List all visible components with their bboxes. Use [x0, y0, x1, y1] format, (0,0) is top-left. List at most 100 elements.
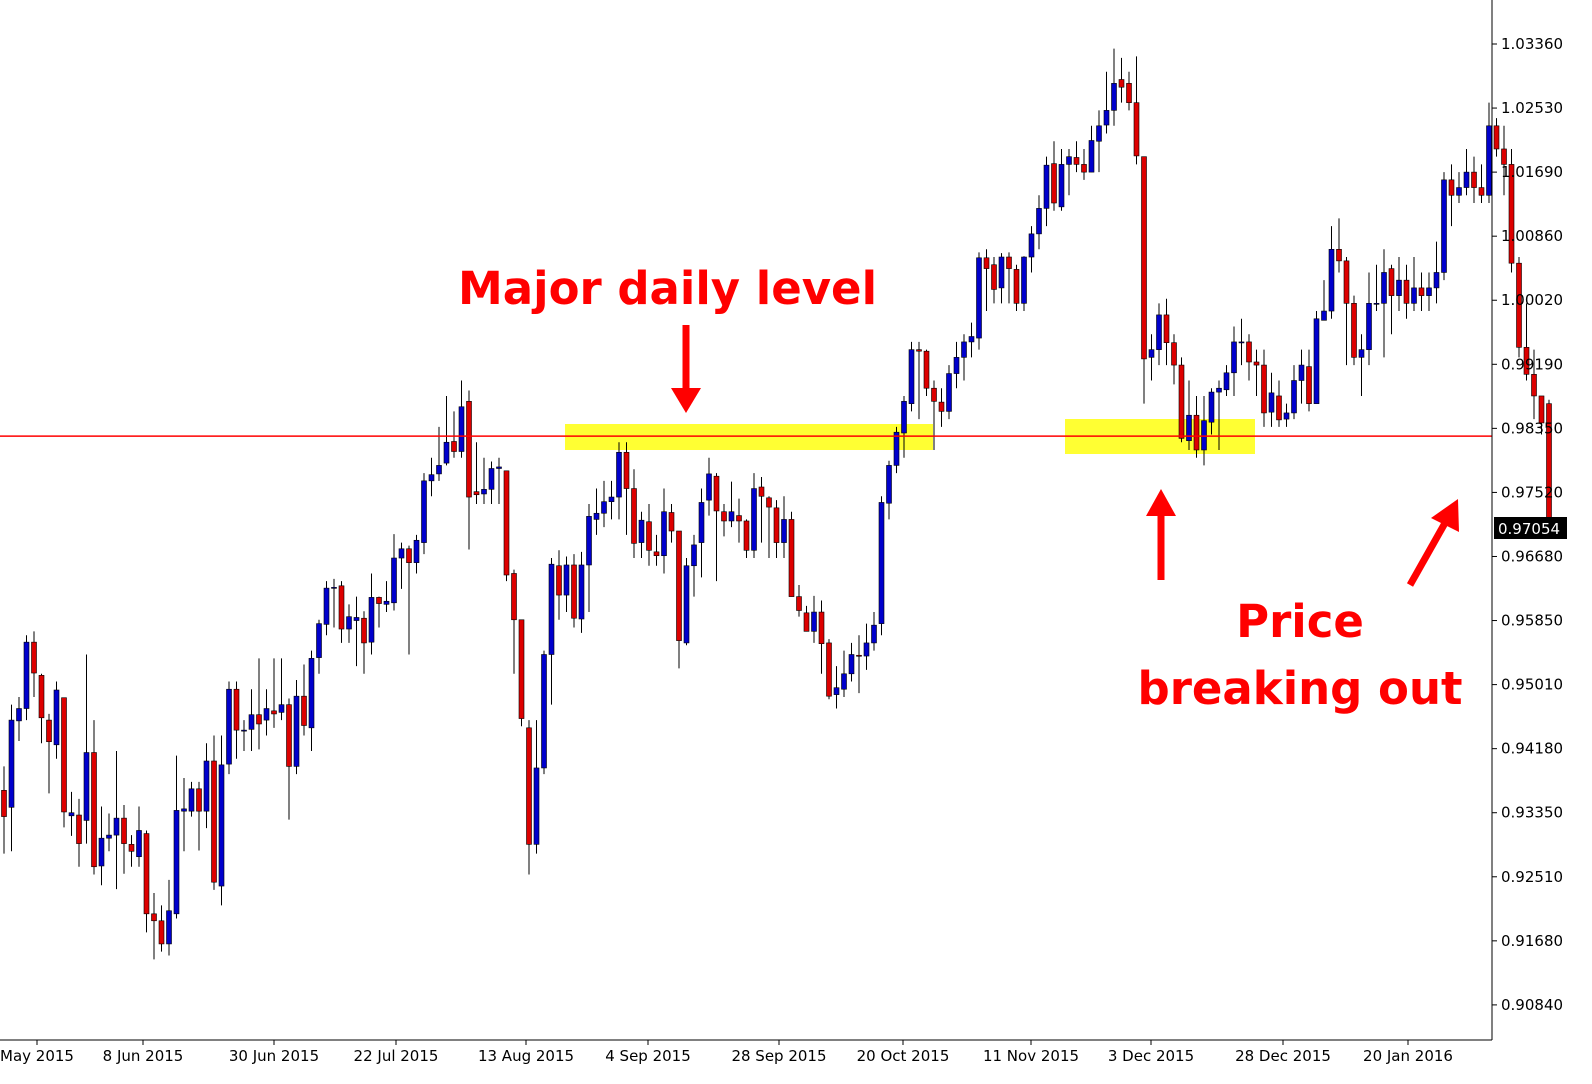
bullish-candle — [241, 729, 247, 732]
bearish-candle — [1516, 262, 1522, 348]
current-price-tag — [1494, 517, 1567, 539]
x-tick-label: 4 Sep 2015 — [605, 1047, 691, 1065]
bullish-candle — [398, 548, 405, 559]
y-tick-label: 1.03360 — [1501, 35, 1563, 53]
bearish-candle — [1418, 287, 1425, 296]
bearish-candle — [1, 790, 7, 817]
arrow-down-icon — [671, 388, 701, 413]
bearish-candle — [736, 515, 742, 522]
bullish-candle — [1486, 125, 1492, 196]
bearish-candle — [1081, 164, 1087, 173]
bearish-candle — [1471, 171, 1477, 188]
price-breaking-out-label-line2: breaking out — [1137, 662, 1463, 715]
bullish-candle — [1373, 303, 1380, 305]
bullish-candle — [683, 565, 690, 644]
bullish-candle — [1358, 349, 1365, 358]
y-tick-label: 0.95850 — [1501, 612, 1563, 630]
bearish-candle — [1126, 83, 1132, 103]
bullish-candle — [841, 673, 847, 690]
bullish-candle — [908, 349, 915, 404]
bullish-candle — [488, 468, 495, 490]
y-tick-label: 0.91680 — [1501, 932, 1563, 950]
bullish-candle — [638, 519, 645, 543]
bullish-candle — [323, 587, 330, 625]
bearish-candle — [938, 401, 945, 412]
bearish-candle — [503, 470, 510, 576]
bullish-candle — [188, 788, 195, 812]
bullish-candle — [1043, 164, 1050, 209]
bearish-candle — [916, 349, 922, 352]
bullish-candle — [226, 688, 232, 765]
bearish-candle — [1531, 374, 1537, 397]
bullish-candle — [1381, 272, 1387, 304]
x-tick-label: 13 Aug 2015 — [478, 1047, 574, 1065]
bearish-candle — [451, 441, 457, 452]
bullish-candle — [458, 406, 465, 452]
bullish-candle — [548, 563, 555, 655]
bullish-candle — [976, 257, 982, 339]
bearish-candle — [121, 817, 127, 844]
bullish-candle — [1028, 233, 1035, 258]
bearish-candle — [1523, 347, 1530, 375]
y-tick-label: 0.99190 — [1501, 355, 1563, 373]
bullish-candle — [1058, 164, 1065, 208]
bullish-candle — [593, 512, 600, 520]
bearish-candle — [38, 675, 45, 719]
bullish-candle — [496, 466, 502, 469]
bearish-candle — [376, 597, 382, 604]
bullish-candle — [1208, 391, 1215, 423]
bearish-candle — [758, 486, 765, 497]
bullish-candle — [1441, 179, 1447, 273]
arrow-diagonal-shaft — [1406, 521, 1449, 587]
bearish-candle — [991, 264, 997, 290]
bearish-candle — [1403, 279, 1410, 304]
bearish-candle — [31, 641, 37, 674]
bearish-candle — [1118, 79, 1125, 88]
y-tick-label: 0.97520 — [1501, 483, 1563, 501]
bullish-candle — [443, 441, 450, 464]
bullish-candle — [316, 623, 322, 658]
bearish-candle — [1013, 269, 1020, 304]
bearish-candle — [773, 507, 780, 543]
x-tick-label: 28 Sep 2015 — [731, 1047, 826, 1065]
bullish-candle — [1066, 156, 1072, 165]
bullish-candle — [1313, 318, 1320, 404]
bearish-candle — [1141, 156, 1147, 360]
bullish-candle — [331, 587, 337, 589]
arrow-diagonal-icon — [1431, 499, 1459, 532]
bearish-candle — [286, 704, 292, 767]
bearish-candle — [128, 844, 135, 852]
bearish-candle — [361, 617, 367, 644]
bearish-candle — [1006, 256, 1012, 269]
bullish-candle — [781, 519, 787, 543]
bearish-candle — [301, 695, 307, 726]
bullish-candle — [481, 489, 487, 495]
bullish-candle — [1201, 420, 1207, 451]
bullish-candle — [691, 544, 697, 567]
bullish-candle — [601, 501, 607, 514]
bullish-candle — [811, 611, 817, 632]
bearish-candle — [631, 488, 637, 544]
bullish-candle — [1411, 287, 1417, 304]
bearish-candle — [526, 727, 532, 845]
bullish-candle — [541, 654, 547, 769]
bearish-candle — [473, 491, 480, 496]
bullish-candle — [383, 600, 390, 605]
bearish-candle — [338, 585, 345, 630]
x-tick-label: May 2015 — [0, 1047, 74, 1065]
bullish-candle — [871, 624, 877, 644]
bearish-candle — [983, 257, 990, 269]
bearish-candle — [1538, 395, 1545, 424]
bullish-candle — [751, 488, 757, 551]
bearish-candle — [1163, 314, 1170, 343]
bearish-candle — [788, 519, 795, 597]
bearish-candle — [406, 548, 412, 563]
bearish-candle — [1178, 364, 1185, 439]
bullish-candle — [578, 564, 585, 620]
bullish-candle — [863, 642, 870, 657]
bullish-candle — [98, 837, 105, 867]
bearish-candle — [571, 564, 577, 619]
bullish-candle — [428, 474, 435, 482]
bullish-candle — [413, 539, 420, 563]
bearish-candle — [856, 654, 862, 657]
